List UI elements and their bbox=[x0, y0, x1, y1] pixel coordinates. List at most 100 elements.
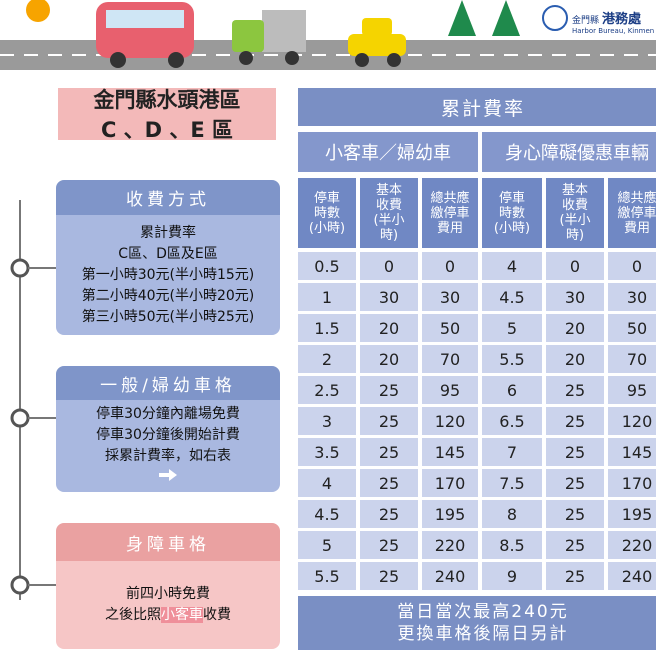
section-text: 之後比照 bbox=[105, 607, 161, 623]
table-cell: 30 bbox=[422, 283, 478, 311]
table-cell: 0 bbox=[608, 252, 656, 280]
car bbox=[348, 34, 406, 56]
sun bbox=[26, 0, 50, 22]
table-cell: 4.5 bbox=[482, 283, 542, 311]
logo-row: 金門縣 港務處 bbox=[572, 8, 641, 27]
column-heading-line: (小時) bbox=[308, 220, 346, 236]
column-heading-line: 收費 bbox=[561, 198, 588, 213]
section-heading: 身障車格 bbox=[56, 523, 280, 561]
column-heading: 總共應 繳停車 費用 bbox=[422, 178, 478, 248]
table-cell: 50 bbox=[422, 314, 478, 342]
table-title: 累計費率 bbox=[298, 88, 656, 126]
section-line: 累計費率 bbox=[140, 224, 196, 241]
column-heading: 停車 時數 (小時) bbox=[482, 178, 542, 248]
table-cell: 195 bbox=[422, 500, 478, 528]
table-cell: 25 bbox=[360, 531, 418, 559]
car-top bbox=[362, 18, 392, 36]
table-cell: 25 bbox=[360, 562, 418, 590]
column-heading-line: 繳停車 bbox=[617, 205, 656, 221]
table-cell: 20 bbox=[360, 314, 418, 342]
wheel bbox=[110, 52, 126, 68]
table-cell: 9 bbox=[482, 562, 542, 590]
table-cell: 6 bbox=[482, 376, 542, 404]
wheel bbox=[285, 51, 299, 65]
table-cell: 0.5 bbox=[298, 252, 356, 280]
footer-line: 當日當次最高240元 bbox=[397, 602, 569, 622]
table-cell: 5 bbox=[298, 531, 356, 559]
section-line: 之後比照小客車收費 bbox=[105, 605, 231, 626]
table-cell: 3 bbox=[298, 407, 356, 435]
table-cell: 170 bbox=[608, 469, 656, 497]
table-cell: 8.5 bbox=[482, 531, 542, 559]
group-heading: 身心障礙優惠車輛 bbox=[482, 132, 656, 172]
column-heading-line: 基本 bbox=[561, 183, 588, 198]
column-heading-line: 收費 bbox=[375, 198, 402, 213]
column-heading-line: 時數 bbox=[313, 205, 340, 221]
column-heading-line: 時數 bbox=[498, 205, 525, 221]
table-cell: 30 bbox=[360, 283, 418, 311]
table-cell: 0 bbox=[422, 252, 478, 280]
table-cell: 5 bbox=[482, 314, 542, 342]
table-cell: 30 bbox=[608, 283, 656, 311]
table-cell: 6.5 bbox=[482, 407, 542, 435]
table-cell: 25 bbox=[546, 500, 604, 528]
logo bbox=[542, 5, 568, 31]
table-cell: 8 bbox=[482, 500, 542, 528]
table-cell: 25 bbox=[360, 469, 418, 497]
timeline-dot bbox=[10, 258, 30, 278]
table-footer: 當日當次最高240元 更換車格後隔日另計 bbox=[298, 596, 656, 650]
table-cell: 25 bbox=[360, 407, 418, 435]
table-cell: 7 bbox=[482, 438, 542, 466]
table-cell: 20 bbox=[360, 345, 418, 373]
column-heading-line: (小時) bbox=[493, 220, 531, 236]
column-heading: 停車 時數 (小時) bbox=[298, 178, 356, 248]
wheel bbox=[168, 52, 184, 68]
table-cell: 25 bbox=[546, 531, 604, 559]
column-heading: 總共應 繳停車 費用 bbox=[608, 178, 656, 248]
truck-box bbox=[262, 10, 306, 52]
table-cell: 25 bbox=[546, 562, 604, 590]
column-heading-line: 時) bbox=[565, 228, 585, 243]
column-heading-line: 停車 bbox=[498, 190, 525, 206]
column-heading-line: 繳停車 bbox=[430, 205, 470, 221]
section-body: 累計費率 C區、D區及E區 第一小時30元(半小時15元) 第二小時40元(半小時20… bbox=[56, 215, 280, 335]
title-line: C 、D 、E 區 bbox=[100, 118, 234, 142]
table-cell: 145 bbox=[422, 438, 478, 466]
table-cell: 0 bbox=[360, 252, 418, 280]
tree bbox=[492, 0, 520, 36]
timeline-dot bbox=[10, 408, 30, 428]
table-cell: 240 bbox=[422, 562, 478, 590]
english: Harbor Bureau, Kinmen Co bbox=[572, 26, 656, 35]
table-cell: 95 bbox=[608, 376, 656, 404]
table-cell: 3.5 bbox=[298, 438, 356, 466]
table-cell: 145 bbox=[608, 438, 656, 466]
section-line: 停車30分鐘內離場免費 bbox=[96, 406, 240, 422]
table-cell: 25 bbox=[360, 438, 418, 466]
table-cell: 220 bbox=[422, 531, 478, 559]
table-cell: 7.5 bbox=[482, 469, 542, 497]
group-heading: 小客車／婦幼車 bbox=[298, 132, 478, 172]
table-cell: 20 bbox=[546, 314, 604, 342]
section-heading: 收費方式 bbox=[56, 180, 280, 215]
section-text: 收費 bbox=[203, 607, 231, 623]
table-cell: 20 bbox=[546, 345, 604, 373]
wheel bbox=[355, 53, 369, 67]
column-heading: 基本 收費 (半小 時) bbox=[546, 178, 604, 248]
table-cell: 70 bbox=[608, 345, 656, 373]
wheel bbox=[387, 53, 401, 67]
table-cell: 120 bbox=[422, 407, 478, 435]
section-body: 前四小時免費 之後比照小客車收費 bbox=[56, 561, 280, 649]
title-box: 金門縣水頭港區 C 、D 、E 區 bbox=[58, 88, 276, 142]
column-heading-line: (半小 bbox=[373, 213, 405, 228]
section-line: C區、D區及E區 bbox=[118, 245, 218, 262]
table-cell: 25 bbox=[546, 469, 604, 497]
section-line: 第一小時30元(半小時15元) bbox=[81, 266, 255, 283]
org: 金門縣 bbox=[572, 15, 600, 26]
table-cell: 1.5 bbox=[298, 314, 356, 342]
column-heading-line: 時) bbox=[379, 228, 399, 243]
column-heading-line: 總共應 bbox=[430, 190, 470, 206]
table-cell: 195 bbox=[608, 500, 656, 528]
wheel bbox=[239, 51, 253, 65]
